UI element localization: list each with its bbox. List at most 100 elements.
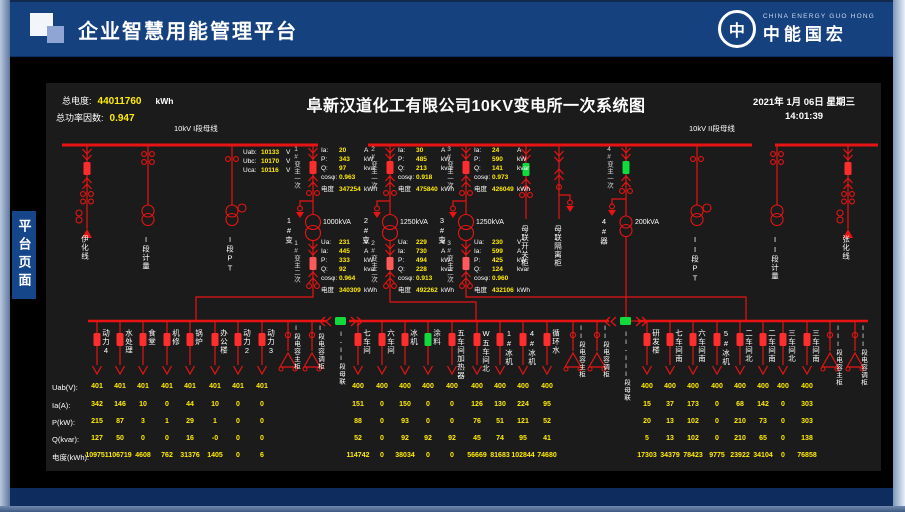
diagram-line xyxy=(843,177,853,190)
table-value: 34379 xyxy=(660,452,680,459)
table-value: 400 xyxy=(399,383,411,390)
side-tab-platform-page[interactable]: 平台页面 xyxy=(12,211,36,299)
symbol-circle xyxy=(593,331,601,339)
reading-dl: Ua: xyxy=(474,239,485,246)
breaker[interactable] xyxy=(163,333,171,346)
reading-dv: 0.913 xyxy=(416,275,433,282)
brand-name-cn: 中能国宏 xyxy=(762,25,847,44)
breaker[interactable] xyxy=(309,257,317,270)
breaker[interactable] xyxy=(211,333,219,346)
breaker[interactable] xyxy=(139,333,147,346)
breaker[interactable] xyxy=(386,257,394,270)
feeder-label: II段计量 xyxy=(770,235,780,281)
diagram-line xyxy=(161,365,173,376)
symbol-circle xyxy=(237,203,247,213)
symbol-circle xyxy=(836,216,844,224)
breaker[interactable] xyxy=(186,333,194,346)
breaker[interactable] xyxy=(522,163,530,176)
table-value: 0 xyxy=(236,435,240,442)
breaker[interactable] xyxy=(116,333,124,346)
diagram-line xyxy=(687,365,699,376)
table-value: 303 xyxy=(801,401,813,408)
symbol-circle xyxy=(778,151,784,157)
lv-feeder-label: 办公楼 xyxy=(219,329,229,355)
transformer-primary-tag: 3#变主一次 xyxy=(445,146,453,189)
reading-dl: Ia: xyxy=(474,147,482,154)
table-value: 0 xyxy=(380,452,384,459)
breaker[interactable] xyxy=(401,333,409,346)
breaker[interactable] xyxy=(844,162,852,175)
diagram-line xyxy=(399,365,411,376)
breaker[interactable] xyxy=(759,333,767,346)
breaker[interactable] xyxy=(258,333,266,346)
breaker[interactable] xyxy=(354,333,362,346)
symbol-circle xyxy=(304,213,322,231)
table-value: 1405 xyxy=(207,452,223,459)
breaker[interactable] xyxy=(386,161,394,174)
capacitor-bank-label: I段电容主柜 xyxy=(292,325,300,371)
table-value: 9775 xyxy=(709,452,725,459)
breaker[interactable] xyxy=(689,333,697,346)
table-value: 50 xyxy=(116,435,124,442)
diagram-line xyxy=(82,148,92,161)
lv-feeder-label: 六车间南 xyxy=(697,329,707,363)
table-value: 41 xyxy=(543,435,551,442)
diagram-line xyxy=(256,365,268,376)
breaker[interactable] xyxy=(736,333,744,346)
breaker[interactable] xyxy=(424,333,432,346)
bus-tie-breaker[interactable] xyxy=(620,317,631,325)
breaker[interactable] xyxy=(643,333,651,346)
breaker[interactable] xyxy=(666,333,674,346)
table-value: 303 xyxy=(801,418,813,425)
breaker[interactable] xyxy=(496,333,504,346)
feeder-label: 张化线 xyxy=(841,235,851,261)
breaker[interactable] xyxy=(519,333,527,346)
reading-dl: 电度 xyxy=(474,186,487,193)
bus-tie-breaker[interactable] xyxy=(335,317,346,325)
table-value: 401 xyxy=(161,383,173,390)
diagram-line xyxy=(376,365,388,376)
table-value: 23922 xyxy=(730,452,750,459)
breaker[interactable] xyxy=(543,333,551,346)
reading-dl: cosφ: xyxy=(321,174,338,181)
transformer-primary-tag: 1#变主一次 xyxy=(292,146,300,189)
breaker[interactable] xyxy=(93,333,101,346)
diagram-line xyxy=(319,316,332,327)
transformer-id: 3#变 xyxy=(437,216,447,245)
table-value: 0 xyxy=(260,435,264,442)
table-value: 74680 xyxy=(537,452,557,459)
diagram-line xyxy=(554,150,564,163)
breaker[interactable] xyxy=(622,161,630,174)
breaker[interactable] xyxy=(309,161,317,174)
reading-dv: 0.918 xyxy=(416,174,433,181)
lv-feeder-label: 机修 xyxy=(171,329,181,346)
table-value: 0 xyxy=(781,452,785,459)
diagram-line xyxy=(209,365,221,376)
main-area: 平台页面 总电度: 44011760 kWh 总功率因数: 0.947 阜新汉道… xyxy=(10,57,893,488)
reading-dl: 电度 xyxy=(321,287,334,294)
breaker[interactable] xyxy=(779,333,787,346)
reading-du: kW xyxy=(441,257,451,264)
bus-tie-label: 母联开关柜 xyxy=(520,225,530,268)
reading-du: kvar xyxy=(364,266,377,273)
breaker[interactable] xyxy=(713,333,721,346)
breaker[interactable] xyxy=(378,333,386,346)
breaker[interactable] xyxy=(234,333,242,346)
breaker[interactable] xyxy=(448,333,456,346)
aux-transformer-tag: 4#变主一次 xyxy=(605,146,613,189)
reading-dv: 97 xyxy=(339,165,347,172)
breaker[interactable] xyxy=(473,333,481,346)
diagram-line xyxy=(302,351,322,368)
symbol-circle xyxy=(149,151,155,157)
transformer-primary-tag: 2#变主一次 xyxy=(369,146,377,189)
diagram-line xyxy=(641,365,653,376)
reading-du: kWh xyxy=(517,186,530,193)
breaker[interactable] xyxy=(462,257,470,270)
symbol-circle xyxy=(563,366,569,372)
table-value: 76 xyxy=(473,418,481,425)
breaker[interactable] xyxy=(803,333,811,346)
arrow-icon xyxy=(373,212,381,218)
breaker[interactable] xyxy=(462,161,470,174)
reading-du: kW xyxy=(441,156,451,163)
breaker[interactable] xyxy=(83,162,91,175)
